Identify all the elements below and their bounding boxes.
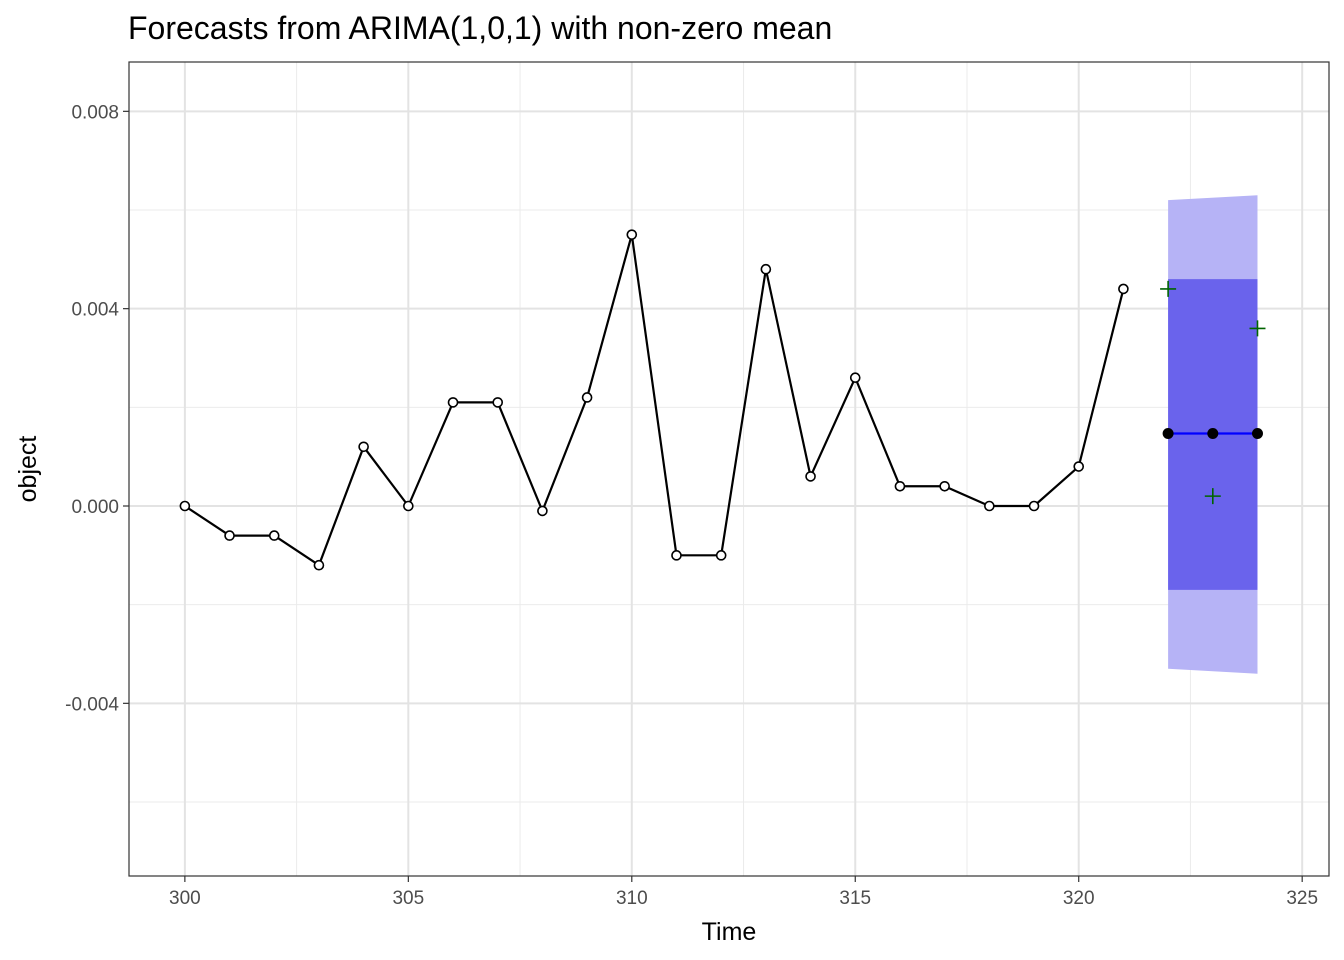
- observed-point: [447, 397, 459, 408]
- observed-point: [581, 392, 593, 403]
- actual-point: [1160, 280, 1177, 297]
- observed-point: [268, 530, 280, 541]
- x-axis: 300 305 310 315 320 325: [169, 876, 1318, 909]
- observed-point: [358, 441, 369, 453]
- y-tick-label: 0.004: [71, 300, 119, 321]
- data-markers: [179, 229, 1266, 571]
- x-tick-label: 310: [616, 888, 648, 909]
- observed-point: [626, 229, 638, 240]
- observed-point: [849, 372, 861, 384]
- y-axis-title: object: [14, 436, 42, 503]
- observed-line: [184, 233, 1125, 567]
- observed-point: [984, 500, 995, 512]
- observed-point: [894, 480, 906, 492]
- chart-title: Forecasts from ARIMA(1,0,1) with non-zer…: [128, 10, 832, 46]
- plot-panel: [129, 62, 1329, 876]
- observed-point: [671, 550, 682, 561]
- plot-border: [128, 61, 1330, 877]
- observed-point: [403, 500, 414, 512]
- forecast-point: [1251, 427, 1263, 439]
- actual-point: [1204, 488, 1221, 505]
- x-tick-label: 315: [839, 888, 871, 909]
- observed-point: [1073, 461, 1085, 472]
- observed-point: [1118, 283, 1129, 295]
- observed-point: [492, 397, 504, 408]
- observed-point: [715, 550, 727, 561]
- forecast-point: [1207, 427, 1219, 439]
- x-axis-title: Time: [702, 918, 757, 946]
- observed-point: [760, 263, 772, 275]
- x-tick-label: 325: [1286, 888, 1318, 909]
- observed-point: [537, 505, 548, 517]
- observed-point: [179, 500, 191, 512]
- y-tick-label: 0.008: [71, 102, 119, 123]
- y-tick-label: -0.004: [65, 694, 119, 715]
- x-tick-label: 320: [1063, 888, 1095, 909]
- x-tick-label: 300: [169, 888, 201, 909]
- observed-point: [224, 530, 235, 541]
- x-tick-label: 305: [392, 888, 424, 909]
- observed-point: [805, 471, 816, 482]
- observed-point: [1028, 500, 1040, 512]
- forecast-point: [1162, 427, 1174, 439]
- y-tick-label: 0.000: [71, 497, 119, 518]
- actual-point: [1249, 320, 1266, 337]
- observed-point: [313, 559, 325, 571]
- observed-point: [939, 480, 950, 492]
- y-axis: -0.004 0.000 0.004 0.008: [65, 102, 129, 715]
